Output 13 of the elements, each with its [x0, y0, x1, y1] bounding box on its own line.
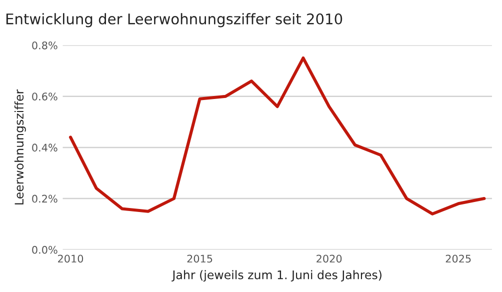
x-tick-label: 2015 [187, 254, 212, 263]
x-tick-label: 2025 [446, 254, 471, 263]
chart-title: Entwicklung der Leerwohnungsziffer seit 2010 [6, 13, 342, 28]
y-tick-label: 0.0% [32, 246, 58, 254]
y-tick-label: 0.2% [32, 194, 58, 203]
x-tick-label: 2010 [58, 254, 84, 263]
y-tick-label: 0.4% [32, 144, 58, 152]
y-tick-label: 0.6% [32, 92, 58, 100]
y-tick-label: 0.8% [32, 41, 58, 50]
line-series [68, 56, 486, 216]
y-axis-title: Leerwohnungsziffer [14, 89, 26, 204]
x-axis-title: Jahr (jeweils zum 1. Juni des Jahres) [172, 270, 382, 282]
x-tick-label: 2020 [316, 254, 342, 263]
